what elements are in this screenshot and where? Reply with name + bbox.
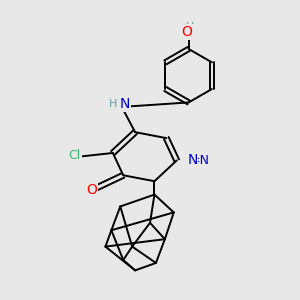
Text: O: O: [86, 183, 97, 197]
Text: Cl: Cl: [69, 148, 81, 162]
Text: N: N: [187, 153, 197, 167]
Text: N: N: [119, 97, 130, 111]
Text: H: H: [186, 22, 194, 32]
Text: =N: =N: [189, 154, 209, 167]
Text: O: O: [182, 25, 193, 39]
Text: H: H: [109, 99, 117, 109]
